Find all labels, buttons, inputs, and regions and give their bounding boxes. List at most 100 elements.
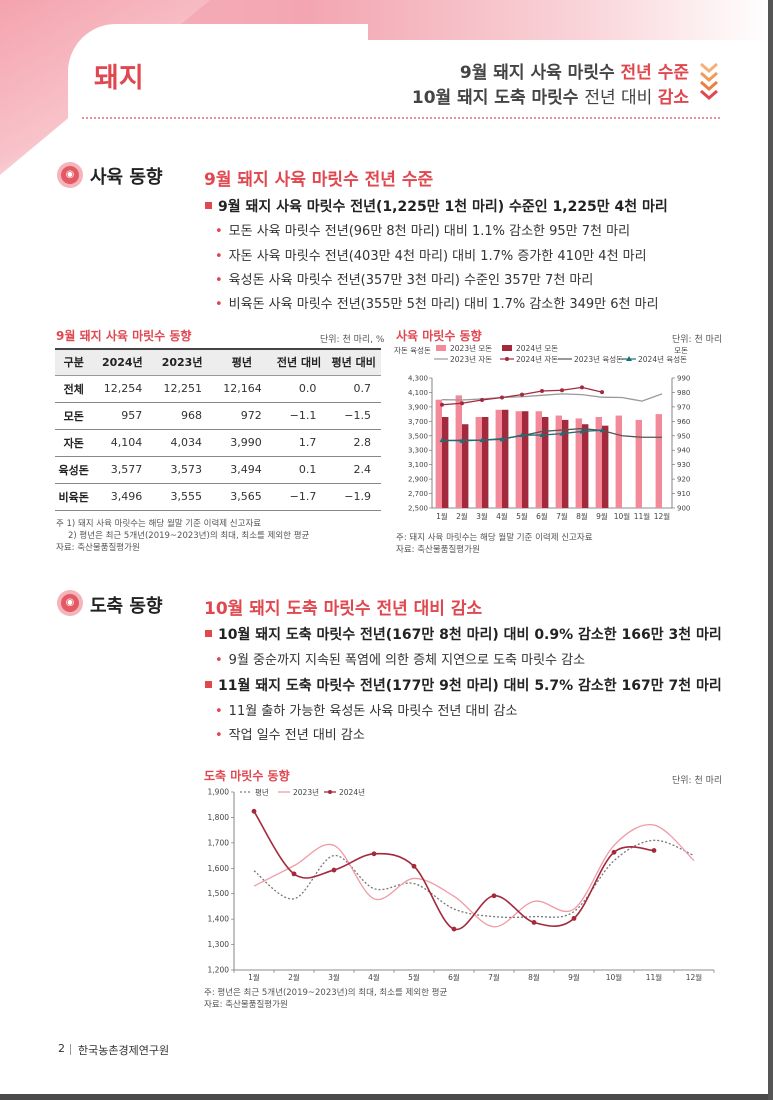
- point: [480, 398, 484, 403]
- section-1-main-bullet: 9월 돼지 사육 마릿수 전년(1,225만 1천 마리) 수준인 1,225만…: [205, 196, 668, 216]
- legend-marker: [626, 356, 632, 361]
- table-cell: 3,494: [211, 456, 272, 484]
- table-cell: −1.5: [326, 402, 381, 430]
- x-tick-label: 1월: [436, 511, 448, 521]
- bar: [535, 411, 542, 508]
- table-cell: 12,164: [211, 375, 272, 403]
- right-tick-label: 930: [677, 461, 690, 469]
- point: [291, 871, 297, 877]
- table-cell: 0.0: [271, 375, 327, 403]
- table-row: 모돈 957 968 972 −1.1 −1.5: [55, 402, 381, 430]
- point: [611, 849, 617, 855]
- section-1-sub-bullet: 모돈 사육 마릿수 전년(96만 8천 마리) 대비 1.1% 감소한 95만 …: [215, 220, 630, 239]
- bar: [582, 424, 589, 508]
- table-source: 자료: 축산물품질평가원: [56, 543, 140, 553]
- x-tick-label: 8월: [576, 511, 588, 521]
- table-note-1: 주 1) 돼지 사육 마릿수는 해당 월말 기준 이력제 신고자료: [56, 519, 262, 529]
- x-tick-label: 11월: [646, 972, 663, 982]
- section-2-sub-bullet: 9월 중순까지 지속된 폭염에 의한 증체 지연으로 도축 마릿수 감소: [215, 649, 585, 668]
- x-tick-label: 2월: [456, 511, 468, 521]
- table-header-row: 구분 2024년 2023년 평년 전년 대비 평년 대비: [55, 348, 381, 376]
- x-tick-label: 8월: [528, 972, 540, 982]
- chevron-down-icon: [700, 62, 718, 100]
- legend-label: 2023년: [293, 787, 319, 797]
- y-tick-label: 1,800: [208, 813, 230, 822]
- bar: [562, 419, 569, 508]
- section-2-sub-bullet: 11월 출하 가능한 육성돈 사육 마릿수 전년 대비 감소: [215, 700, 518, 719]
- headline-1-part-a: 9월 돼지 사육 마릿수: [459, 63, 621, 83]
- point: [440, 402, 444, 407]
- bar: [635, 419, 642, 508]
- legend-marker: [328, 790, 332, 794]
- bar: [595, 417, 602, 508]
- bar: [475, 417, 482, 508]
- chart-2-source: 자료: 축산물품질평가원: [204, 1000, 288, 1010]
- x-tick-label: 10월: [606, 972, 623, 982]
- right-tick-label: 960: [677, 418, 690, 426]
- header-tab: [68, 24, 368, 124]
- bar: [515, 411, 522, 508]
- table-cell: 전체: [55, 375, 93, 403]
- table-cell: 0.1: [271, 456, 327, 484]
- point: [460, 401, 464, 406]
- table-row: 전체 12,254 12,251 12,164 0.0 0.7: [55, 375, 381, 403]
- point: [451, 926, 457, 932]
- table-cell: 3,555: [152, 483, 212, 511]
- legend-marker: [505, 357, 509, 361]
- bar: [455, 395, 462, 508]
- header-divider: [82, 117, 720, 119]
- section-2-sub-bullet: 작업 일수 전년 대비 감소: [215, 724, 365, 743]
- x-tick-label: 9월: [596, 511, 608, 521]
- bar: [442, 417, 449, 508]
- bar: [462, 424, 469, 508]
- doc-title: 돼지: [94, 63, 144, 94]
- table-cell: 4,104: [92, 429, 153, 457]
- table-row: 자돈 4,104 4,034 3,990 1.7 2.8: [55, 429, 381, 457]
- point: [479, 437, 485, 443]
- bar: [482, 417, 489, 508]
- section-2-heading: 10월 돼지 도축 마릿수 전년 대비 감소: [204, 599, 483, 619]
- section-1-sub-bullet: 자돈 사육 마릿수 전년(403만 4천 마리) 대비 1.7% 증가한 410…: [215, 245, 647, 264]
- point: [579, 428, 585, 434]
- legend-label: 2023년 자돈: [450, 354, 492, 364]
- table-caption: 9월 돼지 사육 마릿수 동향: [56, 329, 192, 343]
- right-axis-label: 모돈: [674, 346, 688, 355]
- y-tick-label: 1,300: [208, 940, 230, 949]
- point: [539, 432, 545, 438]
- left-tick-label: 3,100: [408, 461, 428, 469]
- bar: [655, 414, 662, 508]
- x-tick-label: 10월: [614, 511, 631, 521]
- x-tick-label: 1월: [248, 972, 260, 982]
- chart-1-note: 주: 돼지 사육 마릿수는 해당 월말 기준 이력제 신고자료: [396, 533, 593, 543]
- y-tick-label: 1,700: [208, 838, 230, 847]
- table-cell: 자돈: [55, 429, 93, 457]
- table-cell: 육성돈: [55, 456, 93, 484]
- table-header: 전년 대비: [271, 348, 327, 376]
- legend-swatch: [502, 345, 512, 351]
- y-tick-label: 1,900: [208, 788, 230, 797]
- headline-2-part-a: 10월 돼지 도축 마릿수: [411, 88, 585, 108]
- point: [560, 388, 564, 393]
- bar: [502, 409, 509, 508]
- legend-swatch: [436, 345, 446, 351]
- legend-label: 2024년: [339, 787, 365, 797]
- right-tick-label: 950: [677, 432, 690, 440]
- headline-1: 9월 돼지 사육 마릿수 전년 수준: [460, 58, 689, 83]
- chart-1: 자돈 육성돈 모돈 2023년 모돈 2024년 모돈 2023년 자돈 2024년 자돈…: [394, 343, 690, 521]
- table-cell: 12,251: [152, 375, 212, 403]
- table-cell: 2.4: [326, 456, 381, 484]
- legend-label: 2024년 자돈: [516, 354, 558, 364]
- headline-2-part-c: 감소: [657, 88, 689, 108]
- x-tick-label: 3월: [328, 972, 340, 982]
- right-tick-label: 970: [677, 403, 690, 411]
- bar: [495, 409, 502, 508]
- right-edge-bar: [768, 0, 773, 1100]
- x-tick-label: 2월: [288, 972, 300, 982]
- table-cell: 1.7: [271, 429, 327, 457]
- x-tick-label: 6월: [536, 511, 548, 521]
- table-cell: 3,496: [92, 483, 153, 511]
- table-unit: 단위: 천 마리, %: [320, 335, 385, 345]
- left-tick-label: 3,300: [408, 447, 428, 455]
- bar: [575, 418, 582, 508]
- table-cell: 모돈: [55, 402, 93, 430]
